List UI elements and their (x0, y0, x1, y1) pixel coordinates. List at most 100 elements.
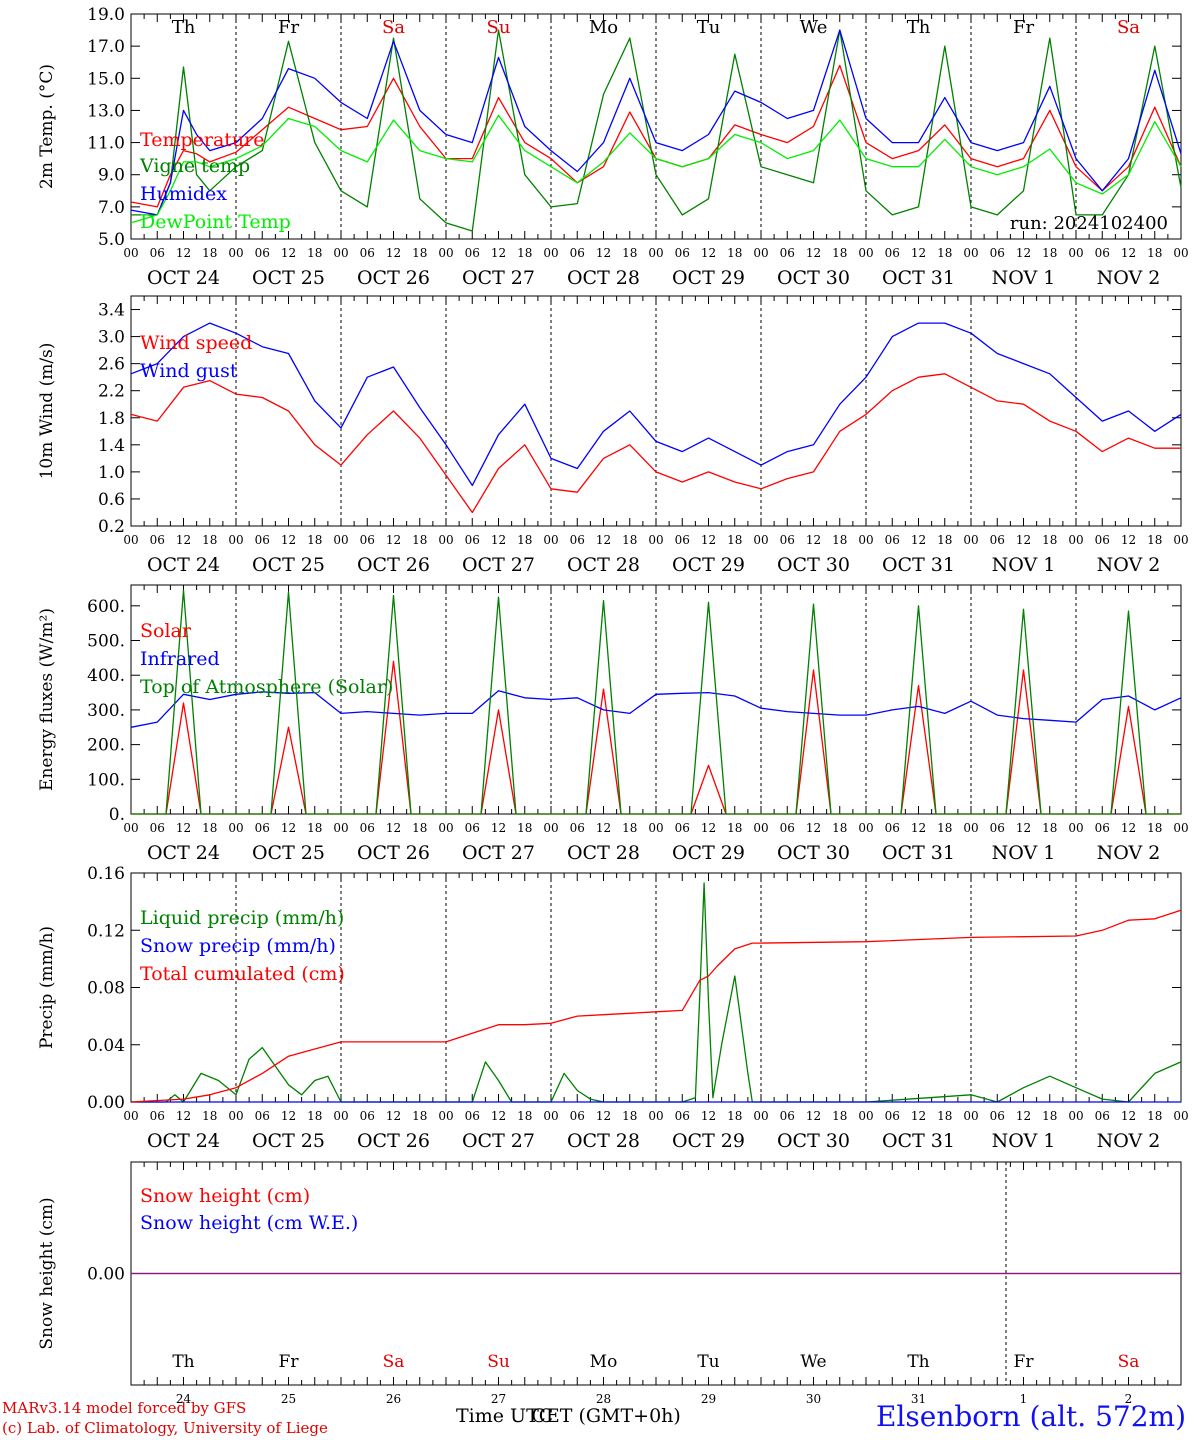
weekday-label: Tu (697, 1352, 719, 1372)
x-hour-label: 00 (438, 533, 453, 547)
x-hour-label: 06 (1095, 1109, 1110, 1123)
x-hour-label: 06 (465, 533, 480, 547)
weekday-label: Th (172, 1352, 194, 1372)
x-hour-label: 00 (753, 533, 768, 547)
panel-1: 5.0 7.0 9.0 11.0 13.0 15.0 17.0 19.0 2m Temp. (°… (37, 5, 1189, 289)
weekday-label: Fr (1014, 1352, 1035, 1372)
x-hour-label: 00 (438, 1109, 453, 1123)
x-hour-label: 12 (911, 1109, 926, 1123)
x-hour-label: 12 (491, 246, 506, 260)
y-axis-label: Energy fluxes (W/m²) (37, 608, 57, 791)
weekday-label: Su (487, 17, 511, 38)
x-hour-label: 00 (438, 246, 453, 260)
x-hour-label: 06 (1095, 246, 1110, 260)
legend-entry: Temperature (140, 129, 264, 151)
x-hour-label: 12 (1016, 1109, 1031, 1123)
x-hour-label: 00 (543, 821, 558, 835)
x-hour-label: 06 (675, 533, 690, 547)
run-label: run: 2024102400 (1010, 213, 1168, 234)
x-hour-label: 18 (202, 821, 217, 835)
weekday-label: Sa (1117, 17, 1140, 38)
y-axis-label: Precip (mm/h) (37, 926, 57, 1049)
x-hour-label: 12 (596, 246, 611, 260)
legend-entry: Top of Atmosphere (Solar) (140, 676, 393, 698)
x-hour-label: 00 (1173, 533, 1188, 547)
x-day-label: NOV 2 (1097, 842, 1161, 864)
x-day-label: OCT 27 (462, 267, 535, 289)
x-hour-label: 06 (780, 533, 795, 547)
x-hour-label: 18 (517, 821, 532, 835)
x-day-label: OCT 29 (672, 842, 745, 864)
x-hour-label: 06 (780, 1109, 795, 1123)
y-tick-label: 0.12 (87, 921, 125, 941)
x-hour-label: 12 (386, 246, 401, 260)
weekday-label: Fr (278, 17, 299, 38)
x-hour-label: 06 (255, 1109, 270, 1123)
legend-entry: Snow precip (mm/h) (140, 935, 336, 957)
day-number-label: 24 (176, 1392, 192, 1406)
x-hour-label: 06 (780, 246, 795, 260)
credit-line-2: (c) Lab. of Climatology, University of L… (2, 1419, 328, 1437)
x-hour-label: 00 (1173, 821, 1188, 835)
x-hour-label: 00 (543, 533, 558, 547)
x-hour-label: 00 (228, 246, 243, 260)
weekday-label: Su (487, 1352, 510, 1372)
x-hour-label: 00 (543, 246, 558, 260)
series-line-1-2 (131, 29, 1182, 232)
x-hour-label: 18 (1147, 246, 1162, 260)
x-hour-label: 00 (543, 1109, 558, 1123)
x-hour-label: 18 (832, 821, 847, 835)
x-hour-label: 18 (832, 246, 847, 260)
legend-entry: Wind speed (140, 332, 252, 354)
x-day-label: OCT 26 (357, 267, 430, 289)
x-hour-label: 06 (570, 1109, 585, 1123)
y-tick-label: 200. (87, 736, 125, 756)
x-hour-label: 00 (1173, 246, 1188, 260)
x-hour-label: 18 (832, 533, 847, 547)
x-hour-label: 18 (517, 246, 532, 260)
x-hour-label: 00 (963, 246, 978, 260)
time-axis-label: Time UTC CET (GMT+0h) (456, 1405, 681, 1427)
x-hour-label: 06 (780, 821, 795, 835)
y-tick-label: 11.0 (87, 134, 125, 154)
y-tick-label: 2.6 (98, 355, 125, 375)
x-hour-label: 18 (727, 1109, 742, 1123)
y-tick-label: 5.0 (98, 230, 125, 250)
x-hour-label: 00 (858, 821, 873, 835)
x-hour-label: 06 (990, 246, 1005, 260)
x-hour-label: 18 (727, 533, 742, 547)
x-hour-label: 12 (806, 1109, 821, 1123)
x-hour-label: 12 (701, 1109, 716, 1123)
x-hour-label: 12 (386, 533, 401, 547)
weekday-label: Mo (590, 1352, 618, 1372)
x-hour-label: 00 (963, 1109, 978, 1123)
y-tick-label: 13.0 (87, 101, 125, 121)
y-tick-label: 0.6 (98, 490, 125, 510)
x-day-label: OCT 25 (252, 267, 325, 289)
x-hour-label: 06 (675, 1109, 690, 1123)
series-line-2-1 (130, 373, 1181, 514)
y-tick-label: 300. (87, 701, 125, 721)
x-day-label: NOV 1 (992, 1130, 1056, 1152)
x-hour-label: 00 (123, 821, 138, 835)
x-hour-label: 12 (386, 821, 401, 835)
model-credit: MARv3.14 model forced by GFS (c) Lab. of… (2, 1398, 328, 1438)
x-day-label: NOV 1 (992, 267, 1056, 289)
weekday-label: Th (907, 17, 931, 38)
series-line-1-3 (130, 29, 1182, 216)
x-hour-label: 06 (150, 246, 165, 260)
x-hour-label: 12 (1016, 533, 1031, 547)
x-day-label: OCT 25 (252, 554, 325, 576)
x-hour-label: 00 (753, 246, 768, 260)
x-hour-label: 00 (228, 821, 243, 835)
x-hour-label: 00 (333, 533, 348, 547)
y-tick-label: 0.04 (87, 1036, 125, 1056)
y-tick-label: 100. (87, 770, 125, 790)
x-day-label: OCT 25 (252, 1130, 325, 1152)
x-hour-label: 06 (885, 246, 900, 260)
x-day-label: OCT 30 (777, 554, 850, 576)
x-hour-label: 12 (176, 821, 191, 835)
x-day-label: OCT 30 (777, 267, 850, 289)
day-number-label: 31 (911, 1392, 926, 1406)
